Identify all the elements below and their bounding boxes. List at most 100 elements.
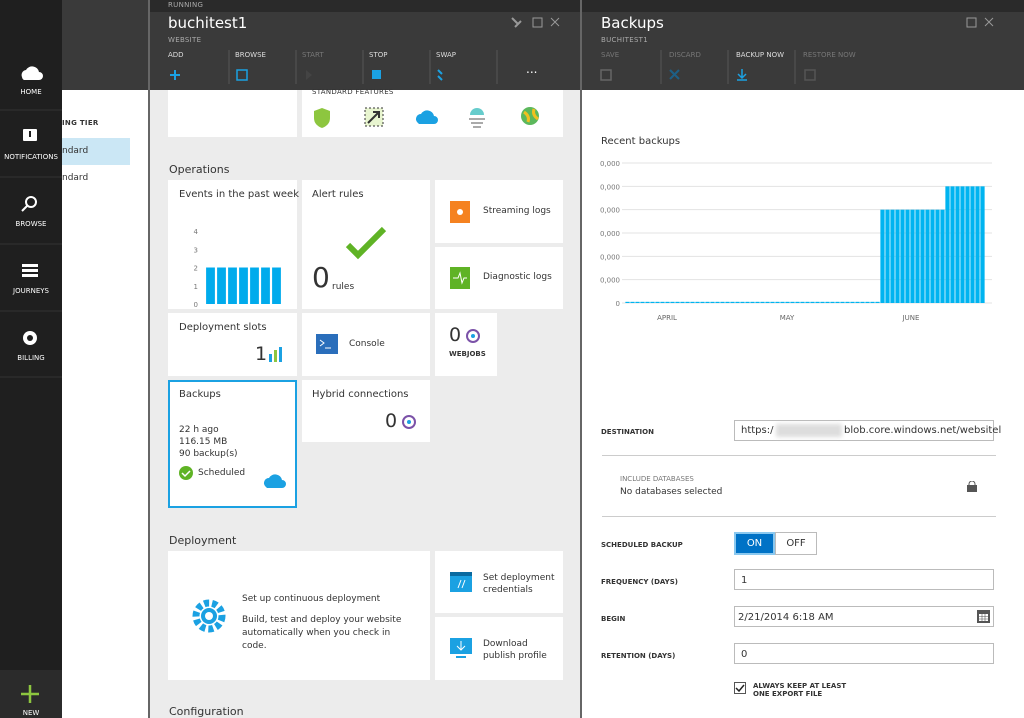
- checkbox-label: ALWAYS KEEP AT LEAST ONE EXPORT FILE: [753, 682, 847, 698]
- destination-suffix: blob.core.windows.net/websitel: [844, 425, 1002, 436]
- bar: [675, 301, 680, 303]
- webjobs-count: 0: [449, 324, 462, 346]
- field-label: DESTINATION: [601, 428, 654, 436]
- nav-home[interactable]: HOME: [20, 88, 42, 96]
- bar: [980, 186, 985, 303]
- nav-icons: [0, 66, 62, 703]
- y-tick-label: 0,000: [600, 183, 620, 191]
- nav-journeys[interactable]: JOURNEYS: [13, 287, 49, 295]
- tier-row[interactable]: ndard: [62, 173, 89, 183]
- checkbox[interactable]: [734, 682, 746, 694]
- bar: [905, 209, 910, 303]
- bar: [845, 301, 850, 303]
- bar: [950, 186, 955, 303]
- command[interactable]: ADD: [168, 51, 184, 59]
- bar: [895, 209, 900, 303]
- tile-title: Hybrid connections: [312, 389, 409, 400]
- bar: [715, 301, 720, 303]
- bar: [750, 301, 755, 303]
- bar: [720, 301, 725, 303]
- toggle-on[interactable]: ON: [734, 532, 775, 555]
- bar: [239, 267, 248, 304]
- toggle-off[interactable]: OFF: [775, 532, 817, 555]
- slots-tile[interactable]: [168, 313, 297, 376]
- bar: [865, 301, 870, 303]
- bar: [217, 267, 226, 304]
- bar: [700, 301, 705, 303]
- command[interactable]: RESTORE NOW: [803, 51, 856, 59]
- command[interactable]: DISCARD: [669, 51, 701, 59]
- separator: [602, 455, 996, 456]
- bar: [660, 301, 665, 303]
- x-label: MAY: [780, 314, 795, 322]
- bar: [825, 301, 830, 303]
- command[interactable]: SAVE: [601, 51, 620, 59]
- bar: [655, 301, 660, 303]
- nav-billing[interactable]: BILLING: [17, 354, 45, 362]
- backup-status: Scheduled: [198, 468, 246, 478]
- bar: [695, 301, 700, 303]
- blade2-header: [150, 0, 580, 90]
- bar: [765, 301, 770, 303]
- bar: [670, 301, 675, 303]
- frequency-input[interactable]: 1: [734, 569, 994, 590]
- events-chart: 0 1 2 3 4: [194, 228, 281, 309]
- chart-title: Recent backups: [601, 136, 681, 147]
- check-icon: [345, 226, 387, 260]
- alert-count: 0: [312, 261, 330, 294]
- field-label: BEGIN: [601, 615, 626, 623]
- y-tick-label: 0: [194, 301, 198, 309]
- calendar-icon[interactable]: [977, 610, 990, 623]
- bar: [970, 186, 975, 303]
- separator: [602, 516, 996, 517]
- status-bar: [150, 0, 580, 12]
- bar: [955, 186, 960, 303]
- more-command[interactable]: ...: [526, 62, 538, 76]
- tile-label: Diagnostic logs: [483, 272, 552, 282]
- field-label: INCLUDE DATABASES: [620, 475, 694, 483]
- command[interactable]: START: [302, 51, 324, 59]
- icon: [450, 201, 470, 223]
- gear-icon: [192, 599, 226, 633]
- bar: [930, 209, 935, 303]
- tile-label: Streaming logs: [483, 206, 551, 216]
- tier-row[interactable]: ndard: [62, 146, 89, 156]
- bar: [740, 301, 745, 303]
- bar: [640, 301, 645, 303]
- tier-heading: ING TIER: [62, 119, 99, 127]
- field-label: FREQUENCY (DAYS): [601, 578, 678, 586]
- command[interactable]: SWAP: [436, 51, 456, 59]
- bar: [835, 301, 840, 303]
- bar: [880, 209, 885, 303]
- field-label: SCHEDULED BACKUP: [601, 541, 683, 549]
- retention-input[interactable]: 0: [734, 643, 994, 664]
- bar: [780, 301, 785, 303]
- bar: [705, 301, 710, 303]
- command[interactable]: BROWSE: [235, 51, 266, 59]
- blade-subtitle: BUCHITEST1: [601, 36, 649, 44]
- icon: [450, 638, 472, 658]
- section-heading: Deployment: [169, 534, 237, 547]
- hybrid-tile[interactable]: [302, 380, 430, 442]
- bar: [920, 209, 925, 303]
- icon: [450, 572, 472, 592]
- divider: [148, 0, 150, 718]
- nav-notifications[interactable]: NOTIFICATIONS: [4, 153, 58, 161]
- bar: [206, 267, 215, 304]
- redacted: [776, 424, 842, 437]
- nav-new[interactable]: NEW: [22, 709, 40, 717]
- bar: [710, 301, 715, 303]
- x-label: APRIL: [657, 314, 677, 322]
- command[interactable]: STOP: [369, 51, 388, 59]
- nav-browse[interactable]: BROWSE: [15, 220, 47, 228]
- y-tick-label: 0,000: [600, 207, 620, 215]
- command[interactable]: BACKUP NOW: [736, 51, 784, 59]
- webjobs-tile[interactable]: [435, 313, 497, 376]
- bar: [272, 267, 281, 304]
- bar: [815, 301, 820, 303]
- blade-title: buchitest1: [168, 14, 248, 32]
- tile-label: Console: [349, 339, 385, 349]
- tile-title: Events in the past week: [179, 189, 299, 200]
- icon: [402, 415, 416, 429]
- begin-input[interactable]: 2/21/2014 6:18 AM: [734, 606, 994, 627]
